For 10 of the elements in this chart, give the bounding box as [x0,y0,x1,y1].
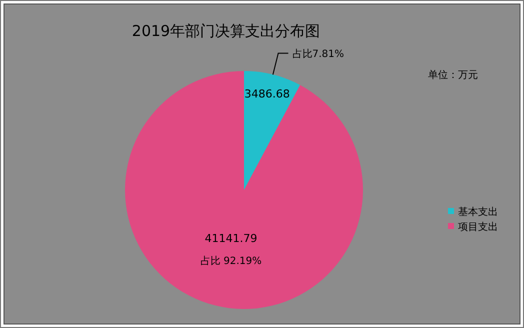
pie-slice [125,71,363,309]
text: 占比 92.19% [200,254,262,267]
text: 单位：万元 [428,69,478,81]
text: 占比7.81% [292,48,344,60]
data-label: 41141.79 [204,232,258,245]
data-label: 3486.68 [244,88,290,101]
legend-label: 项目支出 [458,221,498,233]
pie-slice [244,71,300,190]
chart-title: 2019年部门决算支出分布图 [132,22,320,40]
legend-label: 基本支出 [458,206,498,218]
